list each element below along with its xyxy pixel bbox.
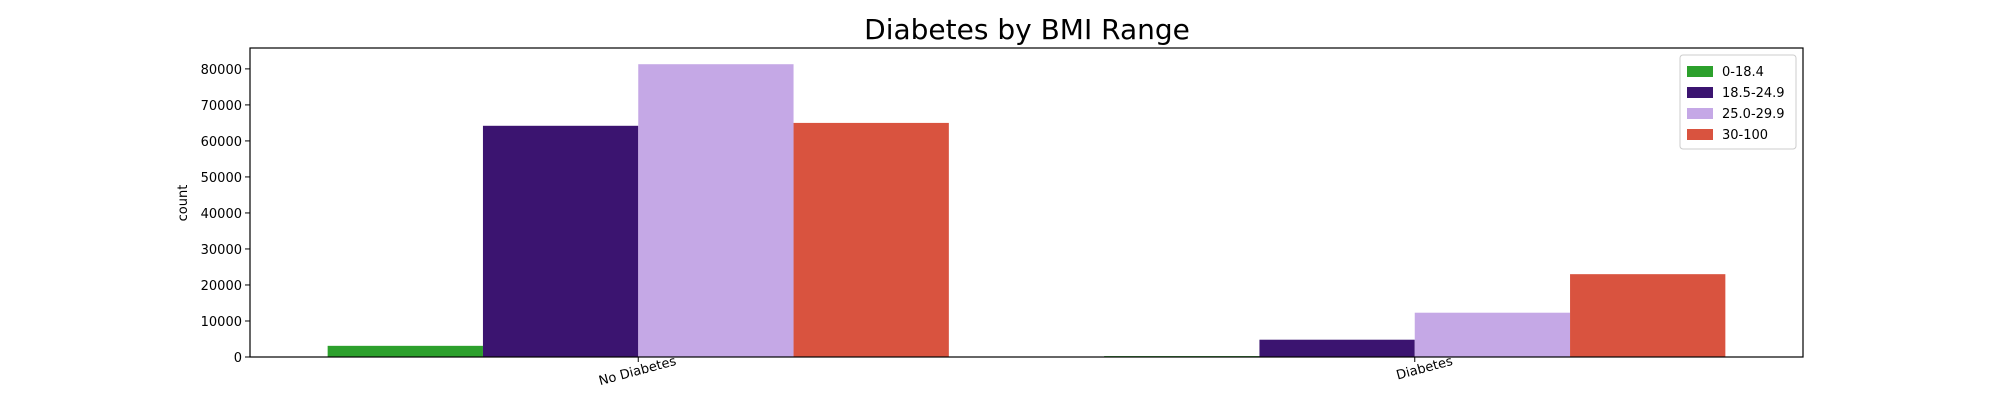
plot-frame	[249, 47, 1804, 358]
y-axis-label: count	[176, 185, 191, 222]
bar	[482, 125, 639, 357]
legend-swatch	[1687, 129, 1713, 140]
y-tick-label: 30000	[201, 243, 242, 258]
legend-label: 0-18.4	[1722, 65, 1764, 80]
chart-title: Diabetes by BMI Range	[864, 13, 1190, 46]
legend-label: 18.5-24.9	[1722, 86, 1785, 101]
legend-label: 25.0-29.9	[1722, 107, 1785, 122]
y-tick-label: 40000	[201, 207, 242, 222]
bar	[1570, 274, 1726, 357]
legend-swatch	[1687, 108, 1713, 119]
bar	[1259, 339, 1415, 357]
legend-swatch	[1687, 87, 1713, 98]
y-tick-label: 70000	[201, 99, 242, 114]
x-tick-label: No Diabetes	[597, 354, 678, 389]
legend-label: 30-100	[1722, 128, 1768, 143]
y-tick-label: 0	[234, 351, 242, 366]
legend-swatch	[1687, 66, 1713, 77]
bars-layer	[327, 64, 1726, 357]
legend: 0-18.4 18.5-24.9 25.0-29.9 30-100	[1679, 54, 1797, 150]
bar	[1414, 312, 1571, 357]
bar	[327, 345, 483, 357]
y-tick-label: 10000	[201, 315, 242, 330]
y-tick-label: 50000	[201, 171, 242, 186]
bar	[638, 64, 794, 357]
x-axis: No Diabetes Diabetes	[597, 354, 1454, 389]
y-axis: 0 10000 20000 30000 40000 50000 60000 70000 8000…	[201, 63, 250, 366]
y-tick-label: 80000	[201, 63, 242, 78]
x-tick-label: Diabetes	[1395, 354, 1455, 383]
legend-box	[1679, 54, 1797, 150]
bar	[793, 122, 949, 357]
y-tick-label: 20000	[201, 279, 242, 294]
y-tick-label: 60000	[201, 135, 242, 150]
